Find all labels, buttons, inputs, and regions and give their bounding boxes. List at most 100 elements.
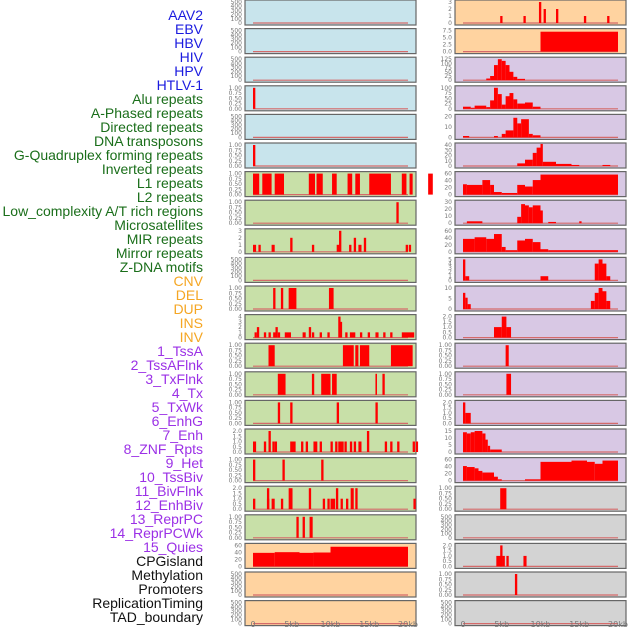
right-data-bar	[482, 472, 494, 481]
right-data-bar	[482, 433, 486, 452]
left-data-bar	[274, 173, 284, 195]
left-y-tick-label: 0.50	[229, 353, 243, 360]
right-data-bar	[594, 292, 599, 309]
right-y-tick-label: 1.0	[442, 553, 452, 560]
left-y-tick-label: 0.00	[229, 392, 243, 399]
left-data-bar	[358, 441, 362, 452]
right-panel-bg	[454, 599, 627, 627]
track-label: 3_TxFlnk	[145, 371, 203, 387]
track-label: Mirror repeats	[115, 245, 203, 261]
right-data-bar	[532, 180, 541, 195]
left-y-tick-label: 1	[238, 242, 242, 249]
right-y-tick-label: 0	[448, 621, 452, 628]
left-data-bar	[302, 516, 305, 538]
track-label: MIR repeats	[126, 231, 203, 247]
left-y-tick-label: 0	[238, 563, 242, 570]
right-data-bar	[490, 449, 494, 452]
left-data-bar	[390, 441, 393, 452]
track-label: 5_TxWk	[151, 399, 203, 415]
left-data-bar	[336, 244, 340, 252]
left-data-bar	[253, 552, 275, 567]
left-y-tick-label: 0.5	[232, 501, 242, 508]
left-y-tick-label: 0.5	[232, 444, 242, 451]
left-y-tick-label: 1.0	[232, 439, 242, 446]
left-y-tick-label: 300	[231, 608, 243, 615]
right-y-tick-label: 20	[444, 242, 452, 249]
left-x-tick-label: 20kb	[398, 620, 418, 629]
left-data-bar	[288, 288, 297, 309]
left-data-bar	[275, 327, 278, 338]
right-panel-bg	[454, 113, 627, 141]
right-y-tick-label: 50	[444, 95, 452, 102]
right-data-bar	[485, 439, 488, 452]
right-y-tick-label: 75	[444, 65, 452, 72]
right-panel-bg	[454, 371, 627, 398]
right-y-tick-label: 20	[444, 206, 452, 213]
track-label: 4_Tx	[171, 385, 203, 401]
left-y-tick-label: 1.00	[229, 457, 243, 464]
left-data-bar	[263, 332, 267, 338]
right-data-bar	[463, 402, 466, 424]
right-data-bar	[606, 276, 611, 281]
right-y-tick-label: 0.0	[442, 563, 452, 570]
right-data-bar	[494, 327, 502, 338]
left-y-tick-label: 0.50	[229, 381, 243, 388]
left-data-bar	[274, 552, 300, 567]
left-y-tick-label: 1.00	[229, 399, 243, 406]
right-y-tick-label: 0.50	[439, 496, 453, 503]
left-y-tick-label: 100	[231, 16, 243, 23]
right-data-bar	[517, 78, 525, 81]
right-data-bar	[463, 238, 475, 252]
right-panel-bg	[454, 514, 627, 541]
left-y-tick-label: 100	[231, 130, 243, 137]
left-y-tick-label: 2	[238, 324, 242, 331]
right-y-tick-label: 0	[448, 77, 452, 84]
left-data-bar	[408, 244, 412, 252]
left-y-tick-label: 0.25	[229, 158, 243, 165]
left-data-bar	[253, 145, 256, 166]
track-label: DNA transposons	[94, 133, 203, 149]
left-data-bar	[349, 332, 356, 338]
left-y-tick-label: 0	[238, 335, 242, 342]
left-y-tick-label: 0.0	[232, 506, 242, 513]
left-y-tick-label: 500	[231, 571, 243, 578]
left-y-tick-label: 3	[238, 228, 242, 235]
right-y-tick-label: 2	[448, 269, 452, 276]
right-y-tick-label: 0	[448, 163, 452, 170]
track-label: Methylation	[131, 567, 203, 583]
right-y-tick-label: 40	[444, 178, 452, 185]
right-y-tick-label: 2	[448, 6, 452, 13]
right-data-bar	[602, 263, 607, 281]
right-data-bar	[513, 117, 518, 138]
left-y-tick-label: 1.00	[229, 285, 243, 292]
left-data-bar	[290, 441, 296, 452]
right-y-tick-label: 125	[441, 56, 453, 63]
right-data-bar	[525, 205, 529, 224]
left-data-bar	[350, 488, 354, 510]
left-data-bar	[253, 173, 260, 195]
right-y-tick-label: 0.25	[439, 501, 453, 508]
left-y-tick-label: 0.00	[229, 306, 243, 313]
right-y-tick-label: 20	[444, 153, 452, 160]
right-data-bar	[506, 373, 512, 395]
left-y-tick-label: 0	[238, 134, 242, 141]
right-data-bar	[466, 467, 475, 481]
left-data-bar	[268, 332, 271, 338]
right-y-tick-label: 2.5	[442, 42, 452, 49]
right-data-bar	[606, 300, 611, 309]
left-y-tick-label: 0.00	[229, 163, 243, 170]
right-data-bar	[463, 184, 467, 195]
right-data-bar	[478, 470, 483, 481]
right-y-tick-label: 0	[448, 106, 452, 113]
right-y-tick-label: 0	[448, 449, 452, 456]
right-y-tick-label: 1.5	[442, 319, 452, 326]
left-y-tick-label: 300	[231, 265, 243, 272]
right-data-bar	[494, 65, 498, 81]
left-data-bar	[280, 288, 284, 309]
left-y-tick-label: 0.75	[229, 405, 243, 412]
left-y-tick-label: 0	[238, 20, 242, 27]
left-data-bar	[397, 441, 400, 452]
right-y-tick-label: 1.5	[442, 548, 452, 555]
left-x-tick-label: 5kb	[284, 620, 299, 629]
right-data-bar	[540, 143, 543, 166]
